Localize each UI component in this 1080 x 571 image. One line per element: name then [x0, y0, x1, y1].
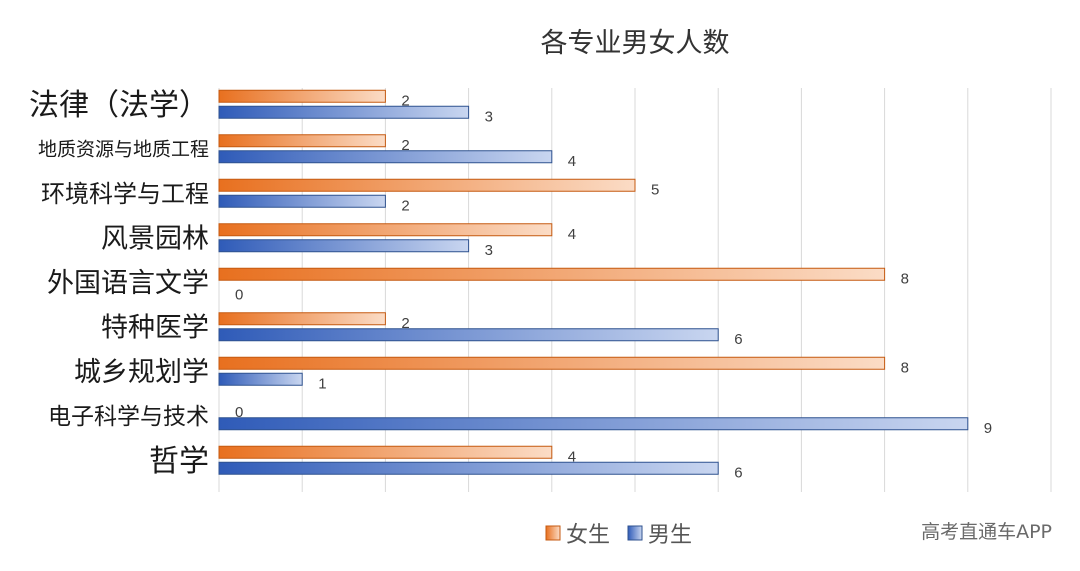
bar-male: [218, 461, 719, 475]
category-label: 城乡规划学: [74, 357, 209, 388]
watermark: 高考直通车APP: [921, 521, 1052, 543]
data-label: 0: [235, 286, 243, 303]
legend: 女生 男生: [545, 523, 692, 548]
legend-label-female: 女生: [566, 523, 610, 548]
data-label: 4: [568, 448, 576, 465]
data-label: 1: [318, 375, 326, 392]
bar-male: [218, 105, 470, 119]
bar-female: [218, 356, 886, 370]
legend-swatch-female: [545, 525, 561, 541]
data-label: 3: [485, 108, 493, 125]
category-label: 外国语言文学: [47, 268, 209, 299]
bar-female: [218, 445, 553, 459]
bar-male: [218, 417, 969, 431]
data-label: 5: [651, 181, 659, 198]
data-label: 4: [568, 153, 576, 170]
bar-male: [218, 239, 470, 253]
legend-label-male: 男生: [648, 523, 692, 548]
data-label: 6: [734, 331, 742, 348]
chart-title: 各专业男女人数: [541, 28, 730, 59]
data-label: 2: [401, 315, 409, 332]
bar-male: [218, 328, 719, 342]
category-label: 法律（法学）: [29, 88, 209, 123]
gridlines: [218, 88, 1052, 492]
category-label: 电子科学与技术: [48, 404, 209, 430]
data-label: 4: [568, 226, 576, 243]
data-label: 8: [901, 359, 909, 376]
data-label: 6: [734, 464, 742, 481]
data-label: 9: [984, 420, 992, 437]
data-label: 2: [401, 197, 409, 214]
bar-male: [218, 372, 303, 386]
bars: [218, 89, 969, 475]
data-label: 3: [485, 242, 493, 259]
category-label: 环境科学与工程: [41, 180, 209, 208]
bar-female: [218, 312, 386, 326]
category-label: 风景园林: [101, 223, 209, 254]
bar-male: [218, 150, 553, 164]
bar-female: [218, 89, 386, 103]
bar-female: [218, 223, 553, 237]
bar-male: [218, 194, 386, 208]
category-label: 特种医学: [101, 312, 209, 343]
bar-female: [218, 267, 886, 281]
legend-swatch-male: [627, 525, 643, 541]
category-label: 地质资源与地质工程: [38, 139, 209, 161]
data-label: 0: [235, 404, 243, 421]
category-labels: 法律（法学） 地质资源与地质工程环境科学与工程风景园林外国语言文学特种医学城乡规划…: [29, 88, 209, 479]
data-label: 2: [401, 137, 409, 154]
category-label: 哲学: [149, 444, 209, 479]
data-label: 8: [901, 270, 909, 287]
data-label: 2: [401, 92, 409, 109]
bar-female: [218, 134, 386, 148]
bar-female: [218, 178, 636, 192]
